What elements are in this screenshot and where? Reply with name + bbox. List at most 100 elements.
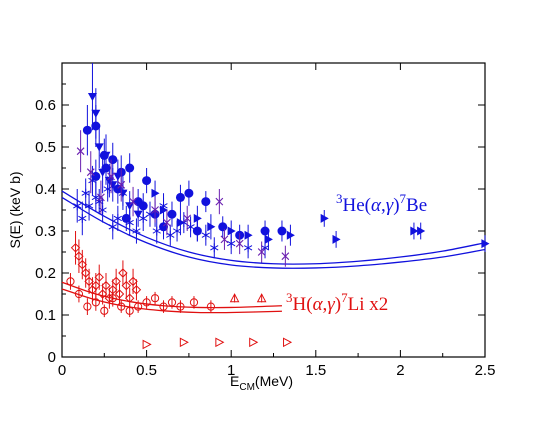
data-point-be7-star bbox=[103, 176, 112, 202]
data-point-be7-triangle-down bbox=[104, 163, 114, 198]
data-point-li7-circle-open bbox=[66, 273, 75, 290]
data-point-li7-diamond bbox=[97, 283, 108, 305]
data-points bbox=[66, 63, 490, 350]
data-point-be7-triangle-down bbox=[133, 201, 143, 227]
data-point-be7-cross bbox=[281, 245, 290, 267]
data-point-be7-circle-filled bbox=[218, 216, 228, 238]
data-point-be7-star bbox=[108, 214, 117, 240]
data-point-be7-star bbox=[166, 224, 175, 246]
data-point-be7-star bbox=[139, 205, 148, 231]
data-point-be7-cross bbox=[117, 168, 126, 202]
data-point-li7-diamond bbox=[70, 231, 81, 265]
data-point-be7-circle-filled bbox=[167, 201, 177, 227]
data-point-li7-circle-open bbox=[159, 300, 168, 313]
data-point-be7-cross bbox=[235, 233, 244, 255]
x-tick-label: 1 bbox=[227, 362, 235, 379]
x-axis-label: ECM(MeV) bbox=[230, 373, 293, 393]
data-point-li7-triangle-up-open bbox=[256, 293, 267, 303]
data-point-be7-triangle-down bbox=[98, 151, 108, 194]
data-point-be7-star bbox=[132, 218, 141, 244]
data-point-li7-circle-open bbox=[74, 285, 84, 303]
data-point-be7-circle-filled bbox=[82, 105, 92, 156]
data-point-li7-circle-open bbox=[125, 304, 134, 318]
data-point-be7-triangle-right bbox=[176, 210, 185, 236]
data-point-be7-star bbox=[152, 218, 161, 244]
data-point-be7-star bbox=[210, 237, 219, 259]
y-tick-label: 0.6 bbox=[35, 97, 56, 114]
data-point-be7-cross bbox=[76, 130, 85, 173]
data-point-be7-star bbox=[125, 210, 134, 236]
y-axis-ticks: 0 0.1 0.2 0.3 0.4 0.5 0.6 bbox=[35, 83, 485, 366]
data-point-li7-circle-open bbox=[189, 296, 199, 309]
data-point-li7-triangle-right-open bbox=[215, 337, 225, 348]
x-tick-label: 0 bbox=[58, 362, 66, 379]
data-point-li7-triangle-up-open bbox=[229, 293, 240, 303]
data-point-be7-star bbox=[193, 220, 202, 242]
fit-curve-be7 bbox=[61, 196, 486, 269]
data-point-be7-cross bbox=[183, 205, 192, 231]
data-point-li7-triangle-right-open bbox=[283, 337, 293, 348]
data-point-be7-star bbox=[201, 224, 210, 246]
data-point-li7-diamond bbox=[131, 279, 142, 301]
data-point-be7-circle-filled bbox=[142, 168, 152, 194]
data-point-be7-circle-filled bbox=[277, 220, 287, 242]
data-point-be7-circle-filled bbox=[201, 191, 211, 213]
x-tick-label: 1.5 bbox=[305, 362, 326, 379]
data-point-li7-triangle-right-open bbox=[142, 339, 152, 350]
data-point-li7-circle-open bbox=[108, 289, 117, 307]
data-point-be7-circle-filled bbox=[175, 184, 185, 210]
data-point-li7-diamond bbox=[101, 273, 111, 299]
data-point-be7-cross bbox=[151, 197, 159, 223]
data-point-li7-circle-open bbox=[117, 300, 126, 313]
data-point-be7-triangle-right bbox=[207, 214, 216, 240]
data-point-be7-cross bbox=[215, 189, 224, 215]
data-point-be7-cross bbox=[97, 180, 105, 215]
data-point-be7-star bbox=[243, 237, 253, 259]
data-point-li7-diamond bbox=[74, 239, 84, 273]
data-point-be7-triangle-right bbox=[417, 222, 426, 240]
data-point-be7-circle-filled bbox=[184, 180, 194, 206]
data-point-be7-cross bbox=[86, 151, 95, 194]
data-point-li7-diamond bbox=[77, 249, 88, 280]
y-tick-label: 0.3 bbox=[35, 223, 56, 240]
data-point-be7-cross bbox=[129, 186, 137, 217]
data-point-li7-circle-open bbox=[91, 294, 100, 311]
data-point-be7-cross bbox=[257, 241, 266, 263]
data-point-be7-star bbox=[113, 205, 122, 231]
x-tick-label: 2 bbox=[396, 362, 404, 379]
data-point-li7-circle-open bbox=[176, 300, 185, 313]
data-point-be7-star bbox=[159, 193, 168, 219]
data-point-be7-triangle-right bbox=[320, 210, 329, 227]
data-point-be7-star bbox=[91, 182, 100, 213]
data-point-be7-star bbox=[186, 216, 195, 238]
data-point-li7-circle-open bbox=[167, 296, 177, 309]
data-point-li7-diamond bbox=[114, 283, 125, 305]
data-point-li7-triangle-right-open bbox=[249, 337, 259, 348]
y-tick-label: 0.2 bbox=[35, 265, 56, 282]
data-point-li7-diamond bbox=[118, 260, 128, 286]
data-point-be7-star bbox=[172, 220, 182, 242]
data-point-li7-circle-open bbox=[206, 300, 215, 313]
data-point-be7-circle-filled bbox=[125, 153, 135, 183]
x-axis-ticks: 0 0.5 1 1.5 2 2.5 bbox=[58, 63, 495, 379]
data-point-be7-star bbox=[73, 189, 82, 223]
y-tick-label: 0 bbox=[48, 349, 56, 366]
data-point-be7-triangle-down bbox=[87, 63, 97, 131]
y-axis-label: S(E) (keV b) bbox=[7, 171, 23, 248]
data-point-be7-star bbox=[78, 201, 87, 236]
data-point-li7-circle-open bbox=[83, 298, 92, 315]
annotation-be7: 3He(α,γ)7Be bbox=[336, 191, 427, 216]
data-point-be7-triangle-right bbox=[332, 231, 341, 248]
data-point-li7-diamond bbox=[94, 264, 104, 290]
data-point-be7-triangle-down bbox=[108, 168, 118, 202]
data-point-be7-triangle-right bbox=[286, 224, 295, 246]
data-point-li7-diamond bbox=[80, 258, 91, 288]
data-point-li7-diamond bbox=[121, 273, 132, 299]
data-point-be7-triangle-down bbox=[94, 126, 104, 168]
data-point-li7-circle-open bbox=[150, 291, 160, 305]
data-point-be7-star bbox=[81, 178, 90, 208]
data-point-li7-circle-open bbox=[134, 300, 143, 313]
data-point-be7-cross bbox=[107, 159, 115, 194]
data-point-li7-circle-open bbox=[100, 304, 109, 318]
